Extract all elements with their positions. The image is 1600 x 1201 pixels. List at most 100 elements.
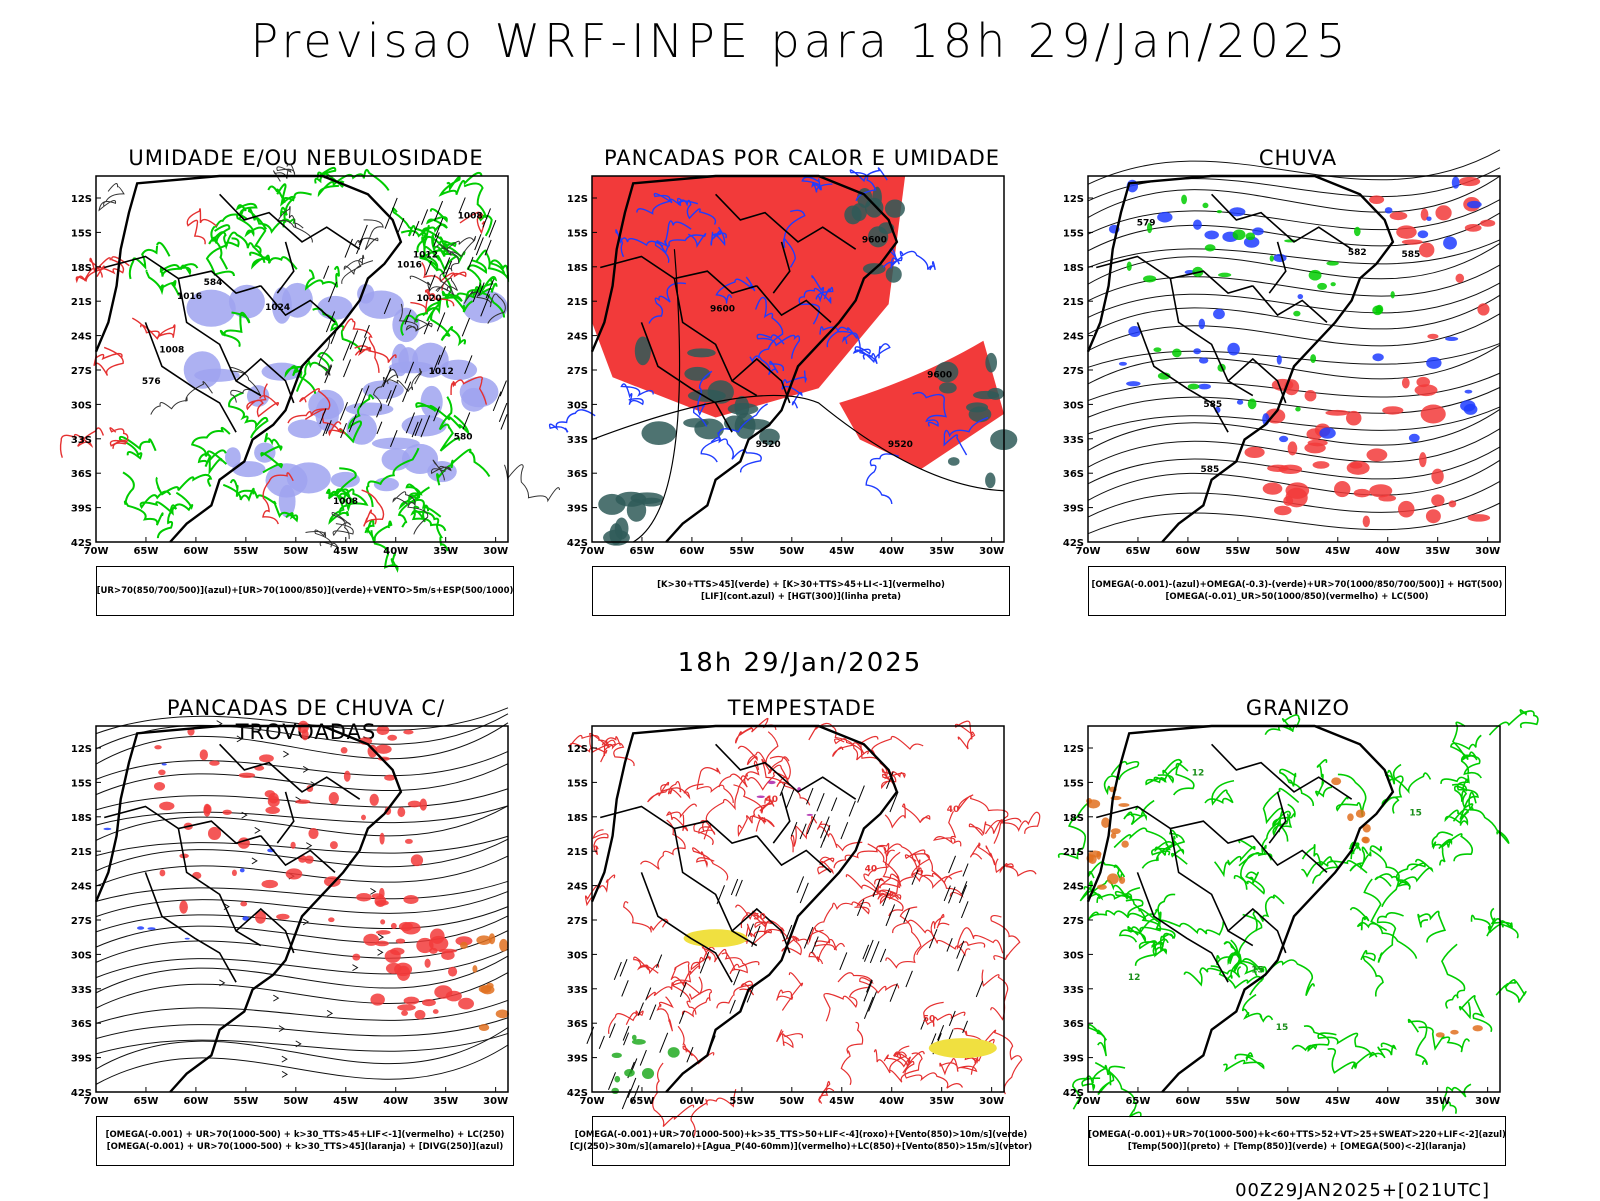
- contour-line: [808, 927, 846, 951]
- state-border: [1096, 255, 1254, 295]
- contour-label: 9520: [888, 440, 913, 450]
- lat-label: 27S: [567, 366, 588, 377]
- wind-vector: [436, 312, 446, 332]
- field-blob: [1427, 333, 1439, 340]
- wind-vector: [354, 387, 363, 408]
- field-blob: [1213, 308, 1225, 320]
- run-timestamp: 00Z29JAN2025+[021UTC]: [1235, 1180, 1490, 1201]
- wind-vector: [484, 239, 492, 256]
- wind-vector: [820, 835, 826, 849]
- wind-vector: [474, 234, 482, 251]
- wind-vector: [946, 938, 953, 952]
- field-blob: [985, 472, 996, 489]
- field-blob: [1276, 354, 1282, 365]
- wind-vector: [467, 256, 474, 271]
- field-blob: [1308, 269, 1322, 281]
- field-blob: [287, 419, 322, 439]
- contour-line: [318, 337, 332, 376]
- lon-label: 40W: [383, 1096, 408, 1107]
- main-title: Previsao WRF-INPE para 18h 29/Jan/2025: [250, 14, 1350, 68]
- state-border: [1227, 357, 1287, 404]
- contour-line: [246, 383, 279, 418]
- lon-label: 65W: [133, 1096, 158, 1107]
- contour-line: [190, 426, 231, 462]
- field-blob: [394, 962, 413, 977]
- wind-vector: [872, 878, 881, 898]
- field-blob: [136, 926, 145, 930]
- contour-line: [131, 317, 176, 340]
- contour-line: [798, 287, 832, 325]
- panel-legend: [OMEGA(-0.001)+UR>70(1000-500)+k<60+TTS>…: [1088, 1116, 1506, 1166]
- field-blob: [159, 801, 175, 811]
- wind-vector: [342, 342, 351, 361]
- contour-line: [548, 409, 596, 433]
- field-blob: [374, 895, 387, 908]
- wind-vector: [444, 260, 453, 279]
- contour-line: [1241, 993, 1274, 1023]
- state-border: [640, 322, 733, 433]
- contour-line: [1118, 926, 1147, 944]
- contour-line: [366, 447, 420, 508]
- contour-line: [1369, 845, 1400, 908]
- field-blob: [1157, 211, 1173, 223]
- contour-line: [276, 206, 313, 243]
- lon-label: 55W: [1225, 1096, 1250, 1107]
- field-blob: [343, 770, 351, 782]
- state-border: [1169, 828, 1254, 947]
- streamline: [95, 915, 509, 948]
- wind-vector: [619, 958, 628, 977]
- stream-arrow: [281, 1055, 288, 1063]
- field-blob: [488, 933, 496, 945]
- lon-label: 50W: [779, 546, 804, 557]
- field-blob: [667, 1047, 680, 1058]
- coastline: [1086, 174, 1395, 543]
- contour-line: [398, 303, 433, 332]
- contour-line: [933, 810, 962, 847]
- contour-line: [75, 257, 111, 284]
- state-border: [177, 278, 262, 397]
- contour-line: [841, 332, 878, 365]
- field-blob: [1295, 406, 1301, 412]
- legend-line: [OMEGA(-0.001)+UR>70(1000-500)+k<60+TTS>…: [1088, 1130, 1506, 1140]
- contour-line: [109, 427, 129, 449]
- lon-label: 65W: [1125, 1096, 1150, 1107]
- hgt-contour: [591, 394, 1005, 492]
- streamline: [95, 906, 509, 933]
- contour-line: [716, 980, 755, 1009]
- contour-line: [1223, 1052, 1265, 1073]
- streamline: [95, 805, 509, 826]
- contour-line: [436, 235, 477, 257]
- contour-line: [1450, 734, 1482, 762]
- field-blob: [403, 729, 414, 735]
- field-blob: [1346, 461, 1370, 475]
- wind-vector: [806, 787, 814, 805]
- wind-vector: [637, 1002, 644, 1016]
- wind-vector: [803, 926, 814, 949]
- field-blob: [1477, 303, 1490, 316]
- field-blob: [391, 343, 409, 377]
- lat-label: 42S: [71, 1088, 92, 1099]
- jet-area: [683, 929, 748, 948]
- field-blob: [403, 996, 420, 1005]
- contour-line: [400, 298, 442, 336]
- streamline: [95, 722, 509, 765]
- streamline: [95, 1027, 509, 1070]
- contour-line: [647, 781, 682, 803]
- field-blob: [1426, 216, 1432, 221]
- field-blob: [1216, 210, 1223, 214]
- field-blob: [1118, 876, 1126, 884]
- wind-vector: [323, 265, 330, 279]
- contour-line: [1348, 841, 1362, 860]
- contour-line: [159, 263, 199, 277]
- legend-line: [OMEGA(-0.001)+UR>70(1000-500)+k>35_TTS>…: [574, 1130, 1028, 1140]
- field-blob: [1451, 176, 1460, 189]
- field-blob: [420, 385, 443, 418]
- contour-line: [93, 346, 124, 376]
- contour-line: [734, 904, 789, 939]
- field-blob: [183, 351, 221, 389]
- lat-label: 30S: [71, 400, 92, 411]
- contour-line: [236, 213, 267, 256]
- lat-label: 30S: [567, 950, 588, 961]
- contour-line: [364, 519, 393, 542]
